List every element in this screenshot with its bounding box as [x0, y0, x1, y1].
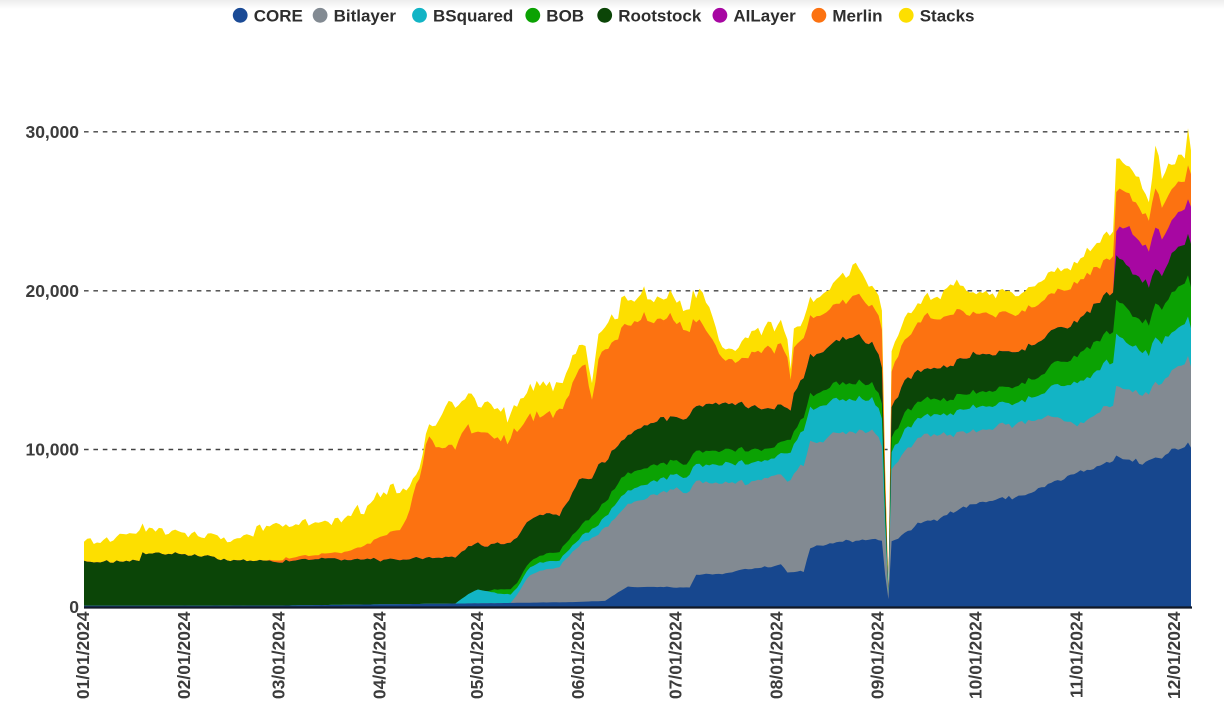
svg-text:10,000: 10,000: [25, 440, 79, 460]
svg-text:03/01/2024: 03/01/2024: [268, 611, 288, 699]
svg-text:06/01/2024: 06/01/2024: [568, 611, 588, 699]
svg-text:BSquared: BSquared: [433, 6, 513, 25]
svg-text:BOB: BOB: [546, 6, 584, 25]
svg-text:01/01/2024: 01/01/2024: [73, 611, 93, 699]
svg-text:09/01/2024: 09/01/2024: [868, 611, 888, 699]
svg-text:20,000: 20,000: [25, 281, 79, 301]
svg-text:Rootstock: Rootstock: [618, 6, 702, 25]
svg-text:CORE: CORE: [254, 6, 303, 25]
svg-text:Bitlayer: Bitlayer: [334, 6, 397, 25]
svg-text:AILayer: AILayer: [733, 6, 796, 25]
svg-text:30,000: 30,000: [25, 122, 79, 142]
svg-text:12/01/2024: 12/01/2024: [1164, 611, 1184, 699]
svg-text:02/01/2024: 02/01/2024: [174, 611, 194, 699]
svg-text:04/01/2024: 04/01/2024: [369, 611, 389, 699]
svg-text:Stacks: Stacks: [920, 6, 975, 25]
svg-text:Merlin: Merlin: [832, 6, 882, 25]
svg-text:07/01/2024: 07/01/2024: [666, 611, 686, 699]
svg-text:11/01/2024: 11/01/2024: [1066, 611, 1086, 698]
svg-text:08/01/2024: 08/01/2024: [767, 611, 787, 699]
svg-text:0: 0: [69, 597, 79, 617]
svg-text:05/01/2024: 05/01/2024: [467, 611, 487, 699]
svg-text:10/01/2024: 10/01/2024: [965, 611, 985, 699]
